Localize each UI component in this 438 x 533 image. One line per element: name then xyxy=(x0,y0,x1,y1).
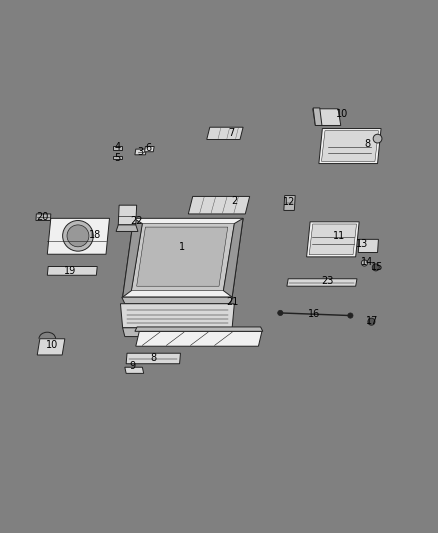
Text: 22: 22 xyxy=(131,215,143,225)
Polygon shape xyxy=(131,223,234,290)
Polygon shape xyxy=(135,149,146,155)
Polygon shape xyxy=(126,353,180,364)
Polygon shape xyxy=(358,239,378,253)
Polygon shape xyxy=(136,332,262,346)
Polygon shape xyxy=(123,328,232,336)
Circle shape xyxy=(368,318,375,325)
Text: 8: 8 xyxy=(150,353,156,364)
Polygon shape xyxy=(37,339,65,355)
Polygon shape xyxy=(223,219,243,297)
Polygon shape xyxy=(313,109,341,125)
Polygon shape xyxy=(47,219,110,254)
Text: 10: 10 xyxy=(336,109,349,119)
Circle shape xyxy=(348,313,353,318)
Text: 20: 20 xyxy=(37,213,49,222)
Circle shape xyxy=(373,134,382,143)
Polygon shape xyxy=(120,304,234,328)
Polygon shape xyxy=(287,279,357,286)
Text: 19: 19 xyxy=(64,266,76,276)
Text: 11: 11 xyxy=(333,231,346,241)
Text: 21: 21 xyxy=(226,297,238,308)
Circle shape xyxy=(372,264,379,271)
Text: 5: 5 xyxy=(114,153,120,163)
Polygon shape xyxy=(113,146,122,150)
Polygon shape xyxy=(135,327,263,332)
Polygon shape xyxy=(319,128,381,164)
Polygon shape xyxy=(145,147,154,152)
Circle shape xyxy=(278,310,283,316)
Text: 13: 13 xyxy=(356,239,368,249)
Circle shape xyxy=(63,221,93,251)
Text: 23: 23 xyxy=(321,276,334,286)
Polygon shape xyxy=(125,367,144,374)
Text: 10: 10 xyxy=(46,341,58,350)
Text: 15: 15 xyxy=(371,262,384,272)
Polygon shape xyxy=(123,219,142,297)
Text: 7: 7 xyxy=(228,128,234,138)
Text: 6: 6 xyxy=(146,143,152,154)
Polygon shape xyxy=(313,108,322,125)
Text: 16: 16 xyxy=(308,309,321,319)
Polygon shape xyxy=(137,227,228,286)
Polygon shape xyxy=(123,219,243,297)
Polygon shape xyxy=(118,205,137,225)
Text: 4: 4 xyxy=(114,142,120,152)
Text: 1: 1 xyxy=(179,242,185,252)
Circle shape xyxy=(361,260,367,266)
Polygon shape xyxy=(309,224,357,255)
Circle shape xyxy=(67,225,89,247)
Polygon shape xyxy=(207,127,243,140)
Polygon shape xyxy=(116,225,138,231)
Text: 3: 3 xyxy=(137,147,143,157)
Text: 12: 12 xyxy=(283,197,295,207)
Polygon shape xyxy=(122,297,233,304)
Text: 8: 8 xyxy=(365,139,371,149)
Text: 14: 14 xyxy=(361,257,373,267)
Polygon shape xyxy=(113,156,122,159)
Polygon shape xyxy=(188,197,250,214)
Polygon shape xyxy=(36,214,51,221)
Polygon shape xyxy=(307,222,359,257)
Polygon shape xyxy=(47,266,97,275)
Polygon shape xyxy=(321,131,378,161)
Text: 17: 17 xyxy=(366,316,378,326)
Polygon shape xyxy=(284,196,295,211)
Text: 2: 2 xyxy=(231,196,237,206)
Text: 18: 18 xyxy=(89,230,102,240)
Text: 9: 9 xyxy=(129,361,135,372)
